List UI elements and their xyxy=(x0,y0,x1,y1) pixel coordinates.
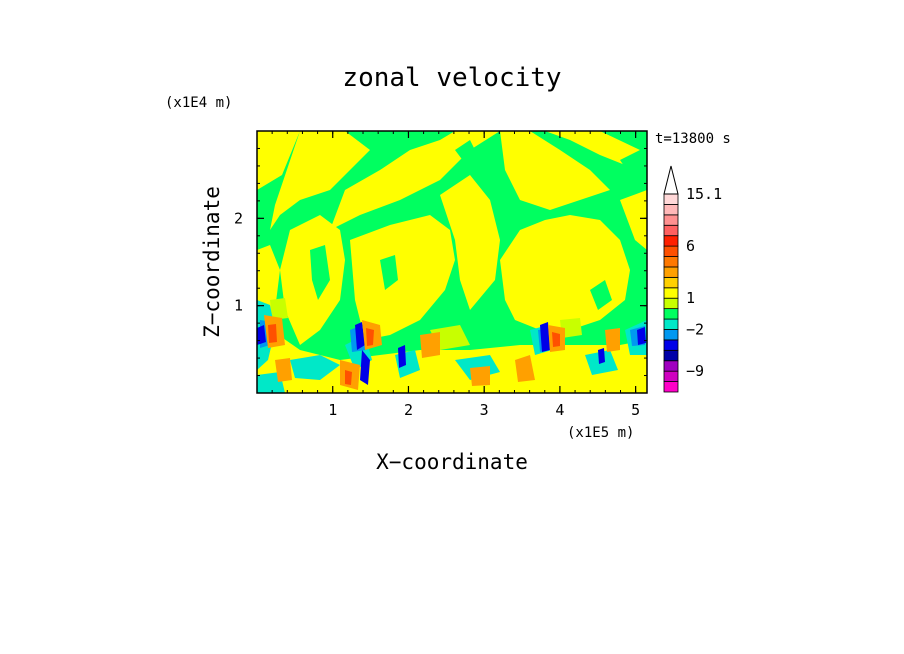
colorbar-swatch xyxy=(663,245,679,257)
colorbar-swatch xyxy=(663,287,679,299)
colorbar-swatch xyxy=(663,235,679,247)
colorbar-swatch xyxy=(663,318,679,330)
colorbar-label: 1 xyxy=(686,289,695,307)
x-axis: 1 2 3 4 5 xyxy=(271,131,640,419)
colorbar-swatch xyxy=(663,381,679,393)
x-unit-label: (x1E5 m) xyxy=(567,425,634,441)
x-tick-label: 5 xyxy=(631,401,640,419)
colorbar-swatch xyxy=(663,360,679,372)
colorbar-swatch xyxy=(663,214,679,226)
colorbar-swatch xyxy=(663,349,679,362)
x-tick-label: 2 xyxy=(404,401,413,419)
colorbar-swatch xyxy=(663,276,679,289)
x-tick-label: 3 xyxy=(480,401,489,419)
colorbar-swatch xyxy=(663,256,679,268)
colorbar-swatch xyxy=(663,266,679,278)
x-tick-label: 1 xyxy=(328,401,337,419)
plot-area xyxy=(257,131,647,393)
field-band-green xyxy=(310,140,647,310)
colorbar-swatch xyxy=(663,339,679,351)
chart-title: zonal velocity xyxy=(342,63,561,93)
x-tick-label: 4 xyxy=(555,401,564,419)
colorbar-swatch xyxy=(663,193,679,205)
colorbar-label: −2 xyxy=(686,320,704,338)
y-unit-label: (x1E4 m) xyxy=(165,95,232,111)
colorbar-label: 6 xyxy=(686,237,695,255)
y-tick-label: 1 xyxy=(234,297,243,315)
colorbar: 15.1 6 1 −2 −9 xyxy=(663,165,722,393)
y-tick-label: 2 xyxy=(234,209,243,227)
colorbar-swatch xyxy=(663,308,679,320)
x-axis-label: X−coordinate xyxy=(376,450,528,474)
field-band-orange xyxy=(264,315,620,390)
colorbar-swatch xyxy=(663,297,679,310)
colorbar-label: 15.1 xyxy=(686,185,722,203)
y-axis-label: Z−coordinate xyxy=(200,186,224,338)
time-label: t=13800 s xyxy=(655,131,731,147)
y-axis: 12 xyxy=(234,147,647,377)
colorbar-swatch xyxy=(663,329,679,341)
field-band-blue xyxy=(257,322,646,385)
colorbar-swatch xyxy=(663,204,679,216)
colorbar-label: −9 xyxy=(686,362,704,380)
colorbar-arrow xyxy=(663,165,679,195)
colorbar-swatch xyxy=(663,370,679,382)
plot-frame xyxy=(256,130,648,394)
colorbar-swatch xyxy=(663,224,679,237)
